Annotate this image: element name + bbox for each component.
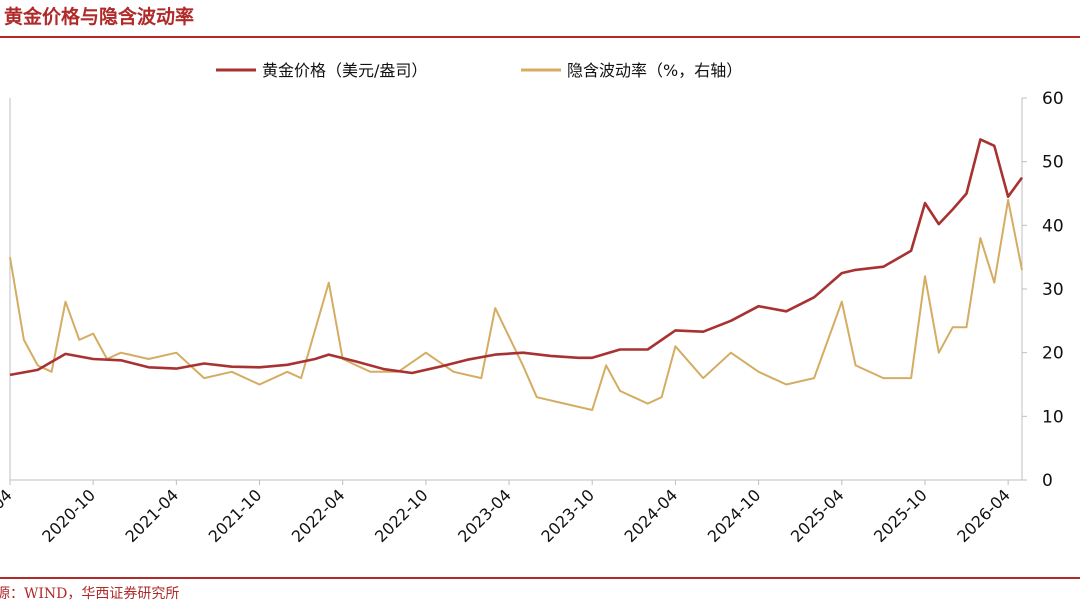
y-tick-label: 10: [1042, 407, 1064, 427]
x-tick-label: 2020-10: [38, 485, 99, 546]
x-tick-label: 2023-04: [454, 485, 515, 546]
x-tick-label: 2025-10: [870, 485, 931, 546]
series-line-implied-volatility: [9, 198, 1023, 411]
x-tick-label: 2022-10: [371, 485, 432, 546]
line-chart: 黄金价格（美元/盎司） 隐含波动率（%，右轴） 0 10 20 30 40 50 60 20…: [0, 61, 1064, 546]
x-axis-ticks: 2020-04 2020-10 2021-04 2021-10 2022-04 2022-…: [0, 480, 1014, 546]
x-tick-label: 2021-04: [121, 485, 182, 546]
series-line-gold-price: [9, 138, 1024, 377]
y-tick-label: 20: [1042, 344, 1064, 364]
x-tick-label: 2025-04: [787, 485, 848, 546]
legend-label-volatility: 隐含波动率（%，右轴）: [567, 61, 742, 80]
right-axis-ticks: 0 10 20 30 40 50 60: [1022, 89, 1064, 491]
top-divider: [0, 36, 1080, 38]
bottom-divider: [0, 577, 1080, 579]
x-tick-label: 2020-04: [0, 485, 16, 546]
x-tick-label: 2024-10: [704, 485, 765, 546]
legend-label-gold-price: 黄金价格（美元/盎司）: [262, 61, 427, 80]
legend: 黄金价格（美元/盎司） 隐含波动率（%，右轴）: [216, 61, 742, 80]
x-tick-label: 2021-10: [205, 485, 266, 546]
y-tick-label: 0: [1042, 471, 1053, 491]
x-tick-label: 2026-04: [953, 485, 1014, 546]
y-tick-label: 40: [1042, 216, 1064, 236]
y-tick-label: 30: [1042, 280, 1064, 300]
y-tick-label: 50: [1042, 153, 1064, 173]
series-group: [9, 138, 1024, 411]
chart-title: 黄金价格与隐含波动率: [4, 6, 195, 28]
x-tick-label: 2022-04: [288, 485, 349, 546]
x-tick-label: 2023-10: [537, 485, 598, 546]
source-note: 源：WIND，华西证券研究所: [0, 586, 180, 602]
y-tick-label: 60: [1042, 89, 1064, 109]
x-tick-label: 2024-04: [621, 485, 682, 546]
